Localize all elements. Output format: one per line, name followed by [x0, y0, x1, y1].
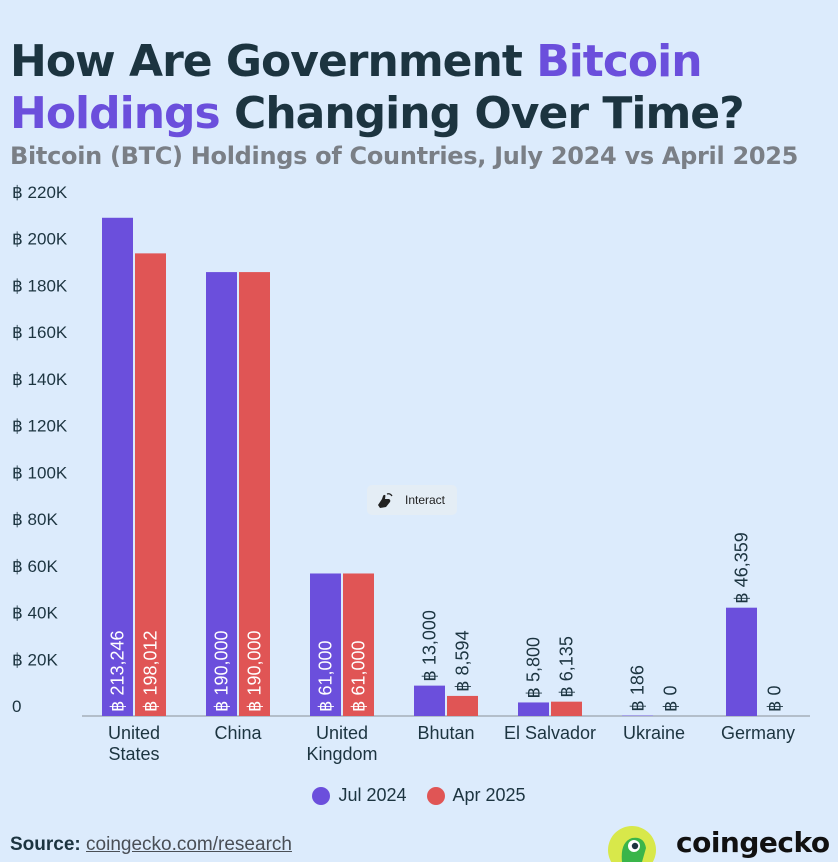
bar-apr [343, 573, 374, 716]
y-tick-label: ฿ 40K [12, 604, 58, 623]
bar-apr [239, 272, 270, 716]
data-label: ฿ 190,000 [212, 630, 232, 712]
chart-legend: Jul 2024 Apr 2025 [0, 785, 838, 806]
x-tick-label: Ukraine [623, 723, 685, 743]
y-tick-label: ฿ 100K [12, 463, 68, 482]
y-tick-label: ฿ 20K [12, 650, 58, 669]
bar-apr [447, 695, 478, 716]
y-tick-label: ฿ 120K [12, 417, 68, 436]
bar-jul [726, 607, 757, 716]
bar-jul [518, 702, 549, 716]
y-tick-label: ฿ 200K [12, 230, 68, 249]
data-label: ฿ 6,135 [557, 636, 577, 698]
interact-button[interactable]: Interact [367, 485, 457, 515]
bar-chart: 0 ฿ 20K ฿ 40K ฿ 60K ฿ 80K ฿ 100K ฿ 120K ฿ 140K ฿… [12, 183, 810, 764]
pointer-hand-icon [378, 493, 393, 508]
bar-jul [414, 685, 445, 716]
bar-apr [135, 253, 166, 717]
chart-subtitle: Bitcoin (BTC) Holdings of Countries, Jul… [10, 142, 799, 170]
x-tick-label: Kingdom [306, 744, 377, 764]
data-label: ฿ 61,000 [316, 640, 336, 712]
legend-dot-jul-icon [312, 786, 331, 805]
data-label: ฿ 186 [628, 665, 648, 712]
source-link[interactable]: coingecko.com/research [86, 834, 292, 855]
legend-label-apr: Apr 2025 [452, 785, 526, 805]
x-tick-label: China [214, 723, 262, 743]
legend-dot-apr-icon [426, 786, 445, 805]
y-tick-label: ฿ 220K [12, 183, 68, 202]
x-tick-label: Germany [721, 723, 795, 743]
data-label: ฿ 198,012 [141, 630, 161, 712]
data-label: ฿ 0 [661, 686, 681, 712]
legend-label-jul: Jul 2024 [338, 785, 407, 805]
title-highlight-holdings: Holdings [10, 88, 221, 139]
data-label: ฿ 0 [765, 686, 785, 712]
chart-title: How Are Government Bitcoin Holdings Chang… [10, 36, 830, 140]
x-tick-label: United [316, 723, 368, 743]
bar-jul [206, 272, 237, 716]
data-label: ฿ 46,359 [732, 532, 752, 604]
bar-jul [102, 217, 133, 717]
title-part-2: Changing Over Time? [219, 88, 745, 139]
source-note: Source: coingecko.com/research [10, 834, 292, 856]
data-label: ฿ 5,800 [524, 637, 544, 699]
legend-item-jul-2024[interactable]: Jul 2024 [312, 785, 407, 806]
source-label: Source: [10, 834, 81, 855]
legend-item-apr-2025[interactable]: Apr 2025 [426, 785, 526, 806]
interact-label: Interact [405, 493, 446, 507]
data-label: ฿ 13,000 [420, 610, 440, 682]
y-tick-label: ฿ 140K [12, 370, 68, 389]
y-tick-label: ฿ 180K [12, 276, 68, 295]
x-tick-label: Bhutan [417, 723, 474, 743]
gecko-logo-icon [608, 826, 656, 862]
title-part-1: How Are Government [10, 36, 537, 87]
y-tick-label: 0 [12, 697, 21, 716]
title-highlight-bitcoin: Bitcoin [536, 36, 702, 87]
logo-text: coingecko [676, 826, 830, 859]
x-tick-label: States [108, 744, 159, 764]
x-tick-label: El Salvador [504, 723, 596, 743]
data-label: ฿ 213,246 [108, 630, 128, 712]
bar-apr [551, 701, 582, 716]
data-label: ฿ 61,000 [349, 640, 369, 712]
x-tick-label: United [108, 723, 160, 743]
y-tick-label: ฿ 160K [12, 323, 68, 342]
y-tick-label: ฿ 80K [12, 510, 58, 529]
bar-jul [310, 573, 341, 716]
data-label: ฿ 8,594 [453, 630, 473, 692]
data-label: ฿ 190,000 [245, 630, 265, 712]
y-tick-label: ฿ 60K [12, 557, 58, 576]
